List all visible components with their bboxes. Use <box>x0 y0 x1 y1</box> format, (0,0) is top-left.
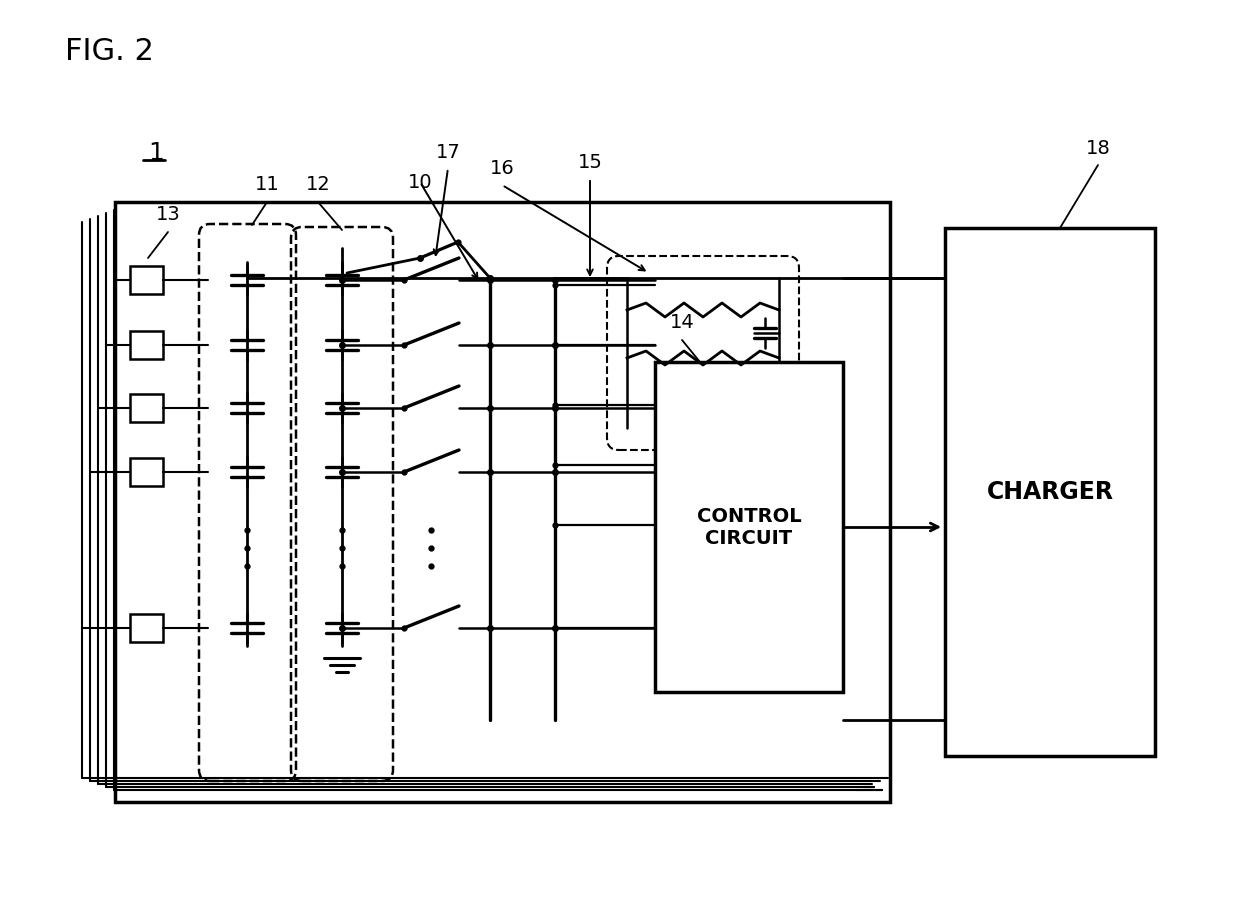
Text: 18: 18 <box>1086 139 1110 158</box>
Bar <box>945 228 1154 756</box>
Bar <box>130 394 162 422</box>
Bar <box>115 202 890 802</box>
Text: 17: 17 <box>435 142 460 161</box>
Text: 1: 1 <box>148 141 164 165</box>
Text: 16: 16 <box>490 159 515 178</box>
Text: 15: 15 <box>578 152 603 171</box>
Bar <box>130 458 162 486</box>
Text: CONTROL
CIRCUIT: CONTROL CIRCUIT <box>697 506 801 548</box>
Text: 10: 10 <box>408 172 433 191</box>
Text: 12: 12 <box>305 175 330 194</box>
Bar <box>130 331 162 359</box>
Text: FIG. 2: FIG. 2 <box>64 37 154 66</box>
Text: 13: 13 <box>156 206 180 225</box>
Text: 14: 14 <box>670 313 694 331</box>
Text: 11: 11 <box>254 175 279 194</box>
Bar <box>655 362 843 692</box>
Text: CHARGER: CHARGER <box>987 480 1114 504</box>
Bar <box>130 614 162 642</box>
Bar <box>130 266 162 294</box>
